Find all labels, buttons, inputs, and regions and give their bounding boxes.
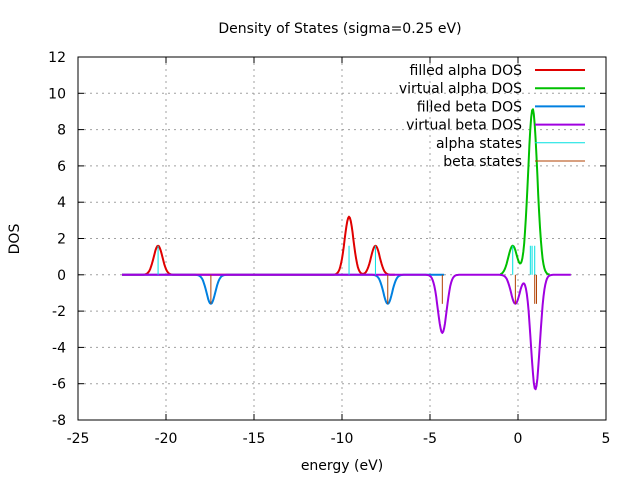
legend-label: alpha states bbox=[436, 136, 522, 152]
chart-title: Density of States (sigma=0.25 eV) bbox=[218, 21, 461, 37]
virtual-alpha-dos-series bbox=[499, 108, 550, 276]
legend-label: filled beta DOS bbox=[417, 99, 522, 115]
x-tick-label: -20 bbox=[155, 431, 178, 447]
y-tick-labels: -8 -6 -4 -2 0 2 4 6 8 10 12 bbox=[48, 50, 66, 429]
y-tick-label: 12 bbox=[48, 50, 66, 66]
y-tick-label: 2 bbox=[57, 232, 66, 248]
grid bbox=[78, 57, 606, 420]
y-tick-label: -2 bbox=[52, 304, 66, 320]
y-tick-label: -4 bbox=[52, 340, 66, 356]
virtual-beta-dos-series bbox=[121, 273, 571, 391]
y-tick-label: 4 bbox=[57, 195, 66, 211]
legend-label: virtual alpha DOS bbox=[399, 81, 522, 97]
x-axis-label: energy (eV) bbox=[301, 458, 383, 474]
virtual-beta-dos-curve bbox=[121, 273, 571, 391]
x-tick-label: -25 bbox=[67, 431, 90, 447]
y-tick-label: 6 bbox=[57, 159, 66, 175]
x-tick-label: -15 bbox=[243, 431, 266, 447]
y-tick-label: 8 bbox=[57, 123, 66, 139]
filled-beta-dos-curve bbox=[121, 273, 445, 305]
x-tick-labels: -25 -20 -15 -10 -5 0 5 bbox=[67, 431, 611, 447]
legend-label: beta states bbox=[443, 154, 522, 170]
filled-alpha-dos-series bbox=[121, 215, 395, 276]
alpha-states-series bbox=[157, 245, 536, 275]
virtual-alpha-dos-curve bbox=[499, 108, 550, 276]
x-tick-label: 5 bbox=[602, 431, 611, 447]
y-axis-label: DOS bbox=[7, 224, 23, 255]
y-tick-label: -8 bbox=[52, 413, 66, 429]
y-tick-label: 10 bbox=[48, 86, 66, 102]
x-tick-label: -10 bbox=[331, 431, 354, 447]
legend-label: filled alpha DOS bbox=[410, 63, 523, 79]
legend: filled alpha DOS virtual alpha DOS filled … bbox=[399, 63, 585, 170]
filled-beta-dos-series bbox=[121, 273, 445, 305]
series-layer bbox=[121, 108, 571, 391]
beta-states-series bbox=[210, 274, 537, 304]
filled-alpha-dos-curve bbox=[121, 215, 395, 276]
y-tick-label: 0 bbox=[57, 268, 66, 284]
x-tick-label: 0 bbox=[514, 431, 523, 447]
legend-label: virtual beta DOS bbox=[406, 118, 522, 134]
x-tick-label: -5 bbox=[423, 431, 437, 447]
y-tick-label: -6 bbox=[52, 377, 66, 393]
axis-ticks bbox=[77, 56, 607, 421]
